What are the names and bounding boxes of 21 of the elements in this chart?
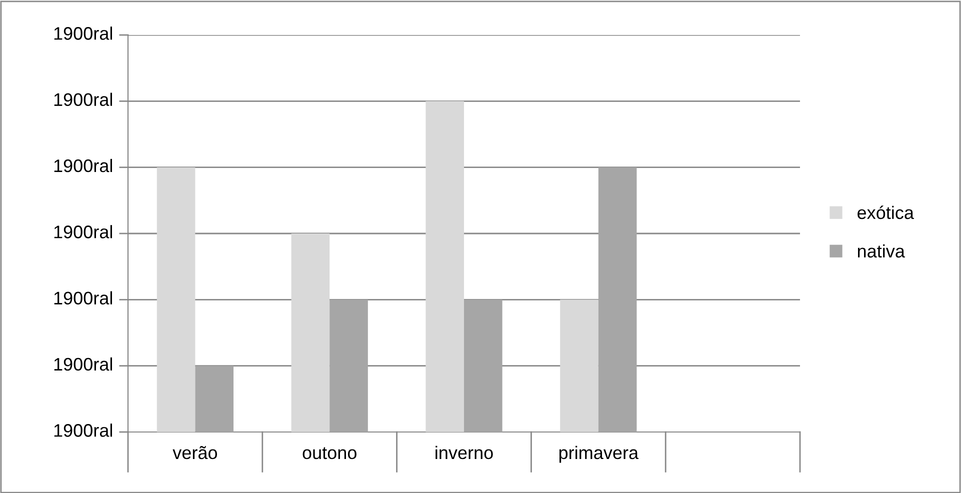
bar [195, 366, 234, 432]
text: 1900ral [54, 225, 112, 238]
x-tick-label: outono [302, 447, 356, 460]
text: 1900ral [54, 291, 112, 305]
bar [156, 167, 196, 432]
text: 1900ral [54, 92, 112, 106]
x-tick-label: inverno [436, 446, 493, 460]
bar [330, 300, 368, 432]
bar [291, 234, 330, 432]
bar [598, 167, 637, 432]
legend-label: exótica [858, 206, 914, 220]
text: 1900ral [54, 26, 112, 40]
bar [464, 300, 502, 432]
legend-label: nativa [858, 244, 905, 258]
bar [560, 300, 598, 432]
bar [426, 101, 464, 432]
x-tick-label: primavera [559, 446, 639, 463]
text: 1900ral [54, 424, 112, 437]
text: 1900ral [54, 158, 112, 172]
x-tick-label: verão [172, 446, 218, 460]
text: 1900ral [54, 357, 112, 371]
